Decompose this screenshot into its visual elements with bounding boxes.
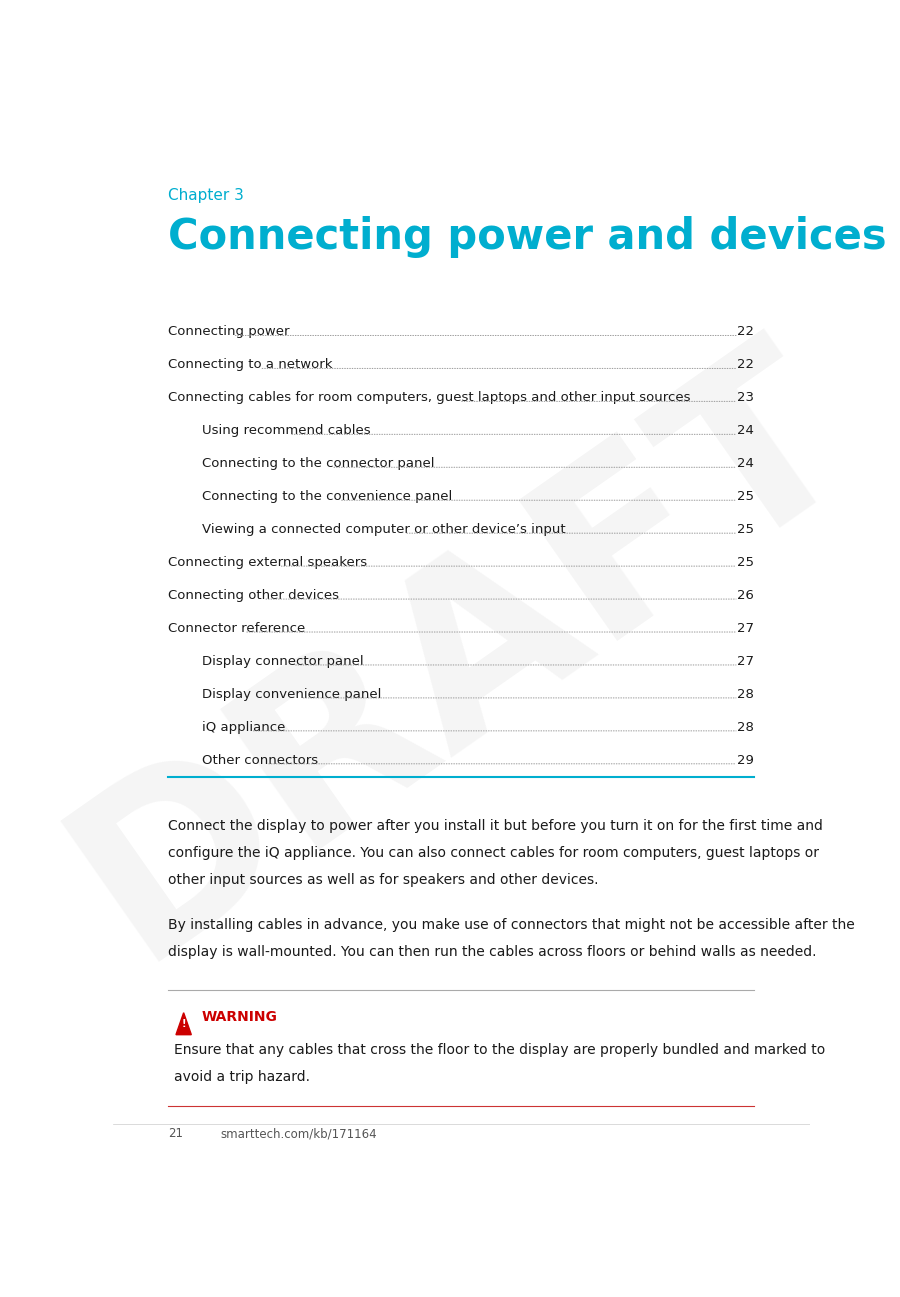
Text: Connecting to a network: Connecting to a network	[168, 358, 333, 371]
Text: 23: 23	[737, 392, 754, 405]
Text: Connecting cables for room computers, guest laptops and other input sources: Connecting cables for room computers, gu…	[168, 392, 691, 405]
Text: Connecting power: Connecting power	[168, 326, 290, 339]
Text: 25: 25	[737, 523, 754, 536]
Text: 27: 27	[737, 623, 754, 636]
Text: Connector reference: Connector reference	[168, 623, 306, 636]
Text: configure the iQ appliance. You can also connect cables for room computers, gues: configure the iQ appliance. You can also…	[168, 846, 819, 860]
Text: 24: 24	[737, 424, 754, 437]
Text: Connecting to the convenience panel: Connecting to the convenience panel	[202, 490, 452, 503]
Text: other input sources as well as for speakers and other devices.: other input sources as well as for speak…	[168, 873, 598, 887]
Text: Connecting external speakers: Connecting external speakers	[168, 556, 367, 569]
Text: DRAFT: DRAFT	[34, 309, 888, 1001]
Text: !: !	[182, 1018, 186, 1029]
Text: 26: 26	[737, 589, 754, 602]
Text: Display convenience panel: Display convenience panel	[202, 687, 382, 700]
Text: Display connector panel: Display connector panel	[202, 655, 364, 668]
Text: Ensure that any cables that cross the floor to the display are properly bundled : Ensure that any cables that cross the fl…	[174, 1043, 825, 1057]
Text: 25: 25	[737, 556, 754, 569]
Text: 28: 28	[737, 687, 754, 700]
Text: 29: 29	[737, 754, 754, 767]
Text: avoid a trip hazard.: avoid a trip hazard.	[174, 1070, 310, 1083]
Text: 21: 21	[168, 1127, 184, 1140]
Polygon shape	[176, 1013, 192, 1035]
Text: display is wall-mounted. You can then run the cables across floors or behind wal: display is wall-mounted. You can then ru…	[168, 944, 817, 958]
Text: Connect the display to power after you install it but before you turn it on for : Connect the display to power after you i…	[168, 818, 824, 833]
Text: WARNING: WARNING	[202, 1009, 278, 1023]
Text: Connecting to the connector panel: Connecting to the connector panel	[202, 458, 435, 471]
Text: 28: 28	[737, 721, 754, 734]
Text: Viewing a connected computer or other device’s input: Viewing a connected computer or other de…	[202, 523, 565, 536]
Text: Other connectors: Other connectors	[202, 754, 318, 767]
Text: 22: 22	[737, 326, 754, 339]
Text: 22: 22	[737, 358, 754, 371]
Text: Using recommend cables: Using recommend cables	[202, 424, 371, 437]
Text: iQ appliance: iQ appliance	[202, 721, 285, 734]
Text: 25: 25	[737, 490, 754, 503]
Text: 27: 27	[737, 655, 754, 668]
Text: Connecting power and devices: Connecting power and devices	[168, 215, 886, 258]
Text: Connecting other devices: Connecting other devices	[168, 589, 339, 602]
Text: By installing cables in advance, you make use of connectors that might not be ac: By installing cables in advance, you mak…	[168, 918, 855, 931]
Text: Chapter 3: Chapter 3	[168, 188, 244, 202]
Text: smarttech.com/kb/171164: smarttech.com/kb/171164	[220, 1127, 377, 1140]
Text: 24: 24	[737, 458, 754, 471]
